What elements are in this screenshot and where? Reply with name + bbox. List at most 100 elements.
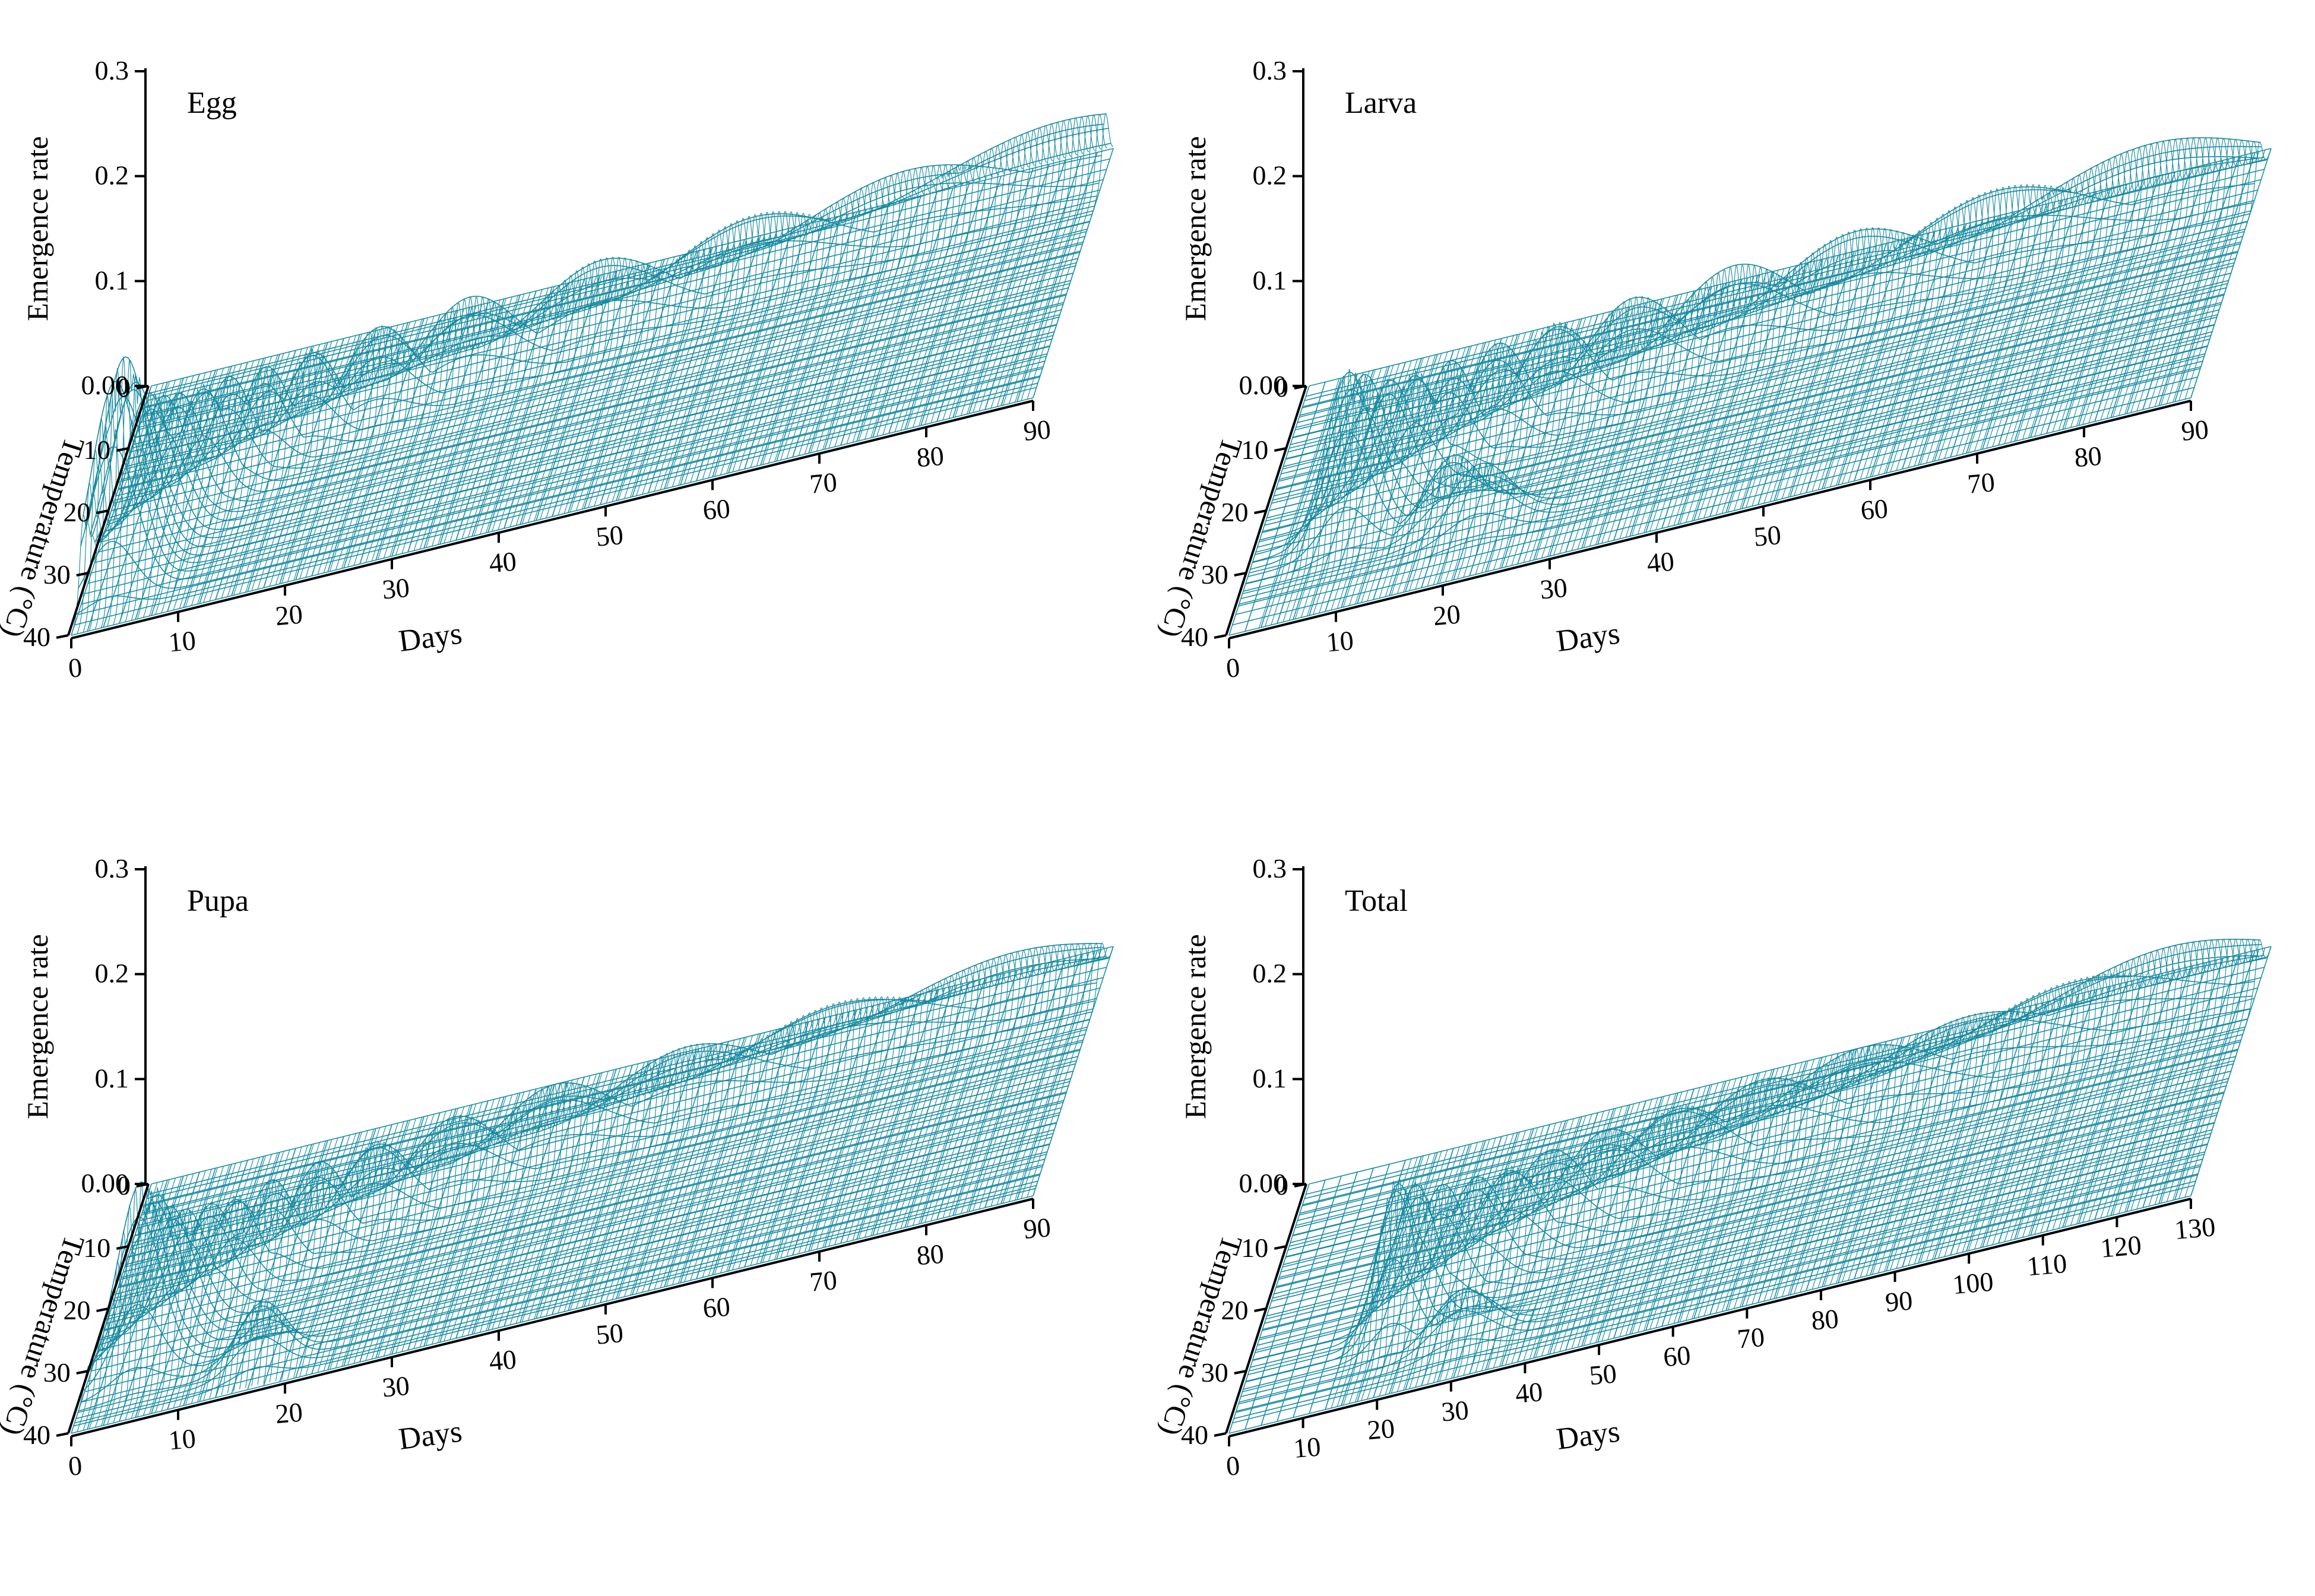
- surface-curve: [1938, 1008, 2019, 1259]
- day-tick-label: 80: [2073, 441, 2103, 473]
- surface-curve: [786, 999, 867, 1257]
- surface-curve: [1781, 1047, 1863, 1297]
- surface-curve: [1733, 1059, 1815, 1309]
- day-tick-label: 60: [702, 1291, 731, 1324]
- surface-curve: [834, 995, 916, 1245]
- z-tick-label: 0.00: [1239, 1168, 1287, 1198]
- surface-curve: [1396, 1142, 1478, 1392]
- surface-curve: [1692, 264, 1773, 521]
- surface-curve: [509, 1075, 591, 1325]
- surface-curve: [750, 211, 831, 468]
- temperature-tick: [1214, 634, 1227, 639]
- surface-curve: [2028, 165, 2110, 438]
- z-axis-title: Emergence rate: [21, 934, 54, 1119]
- surface-curve: [1421, 338, 1502, 588]
- surface-curve: [2166, 139, 2248, 404]
- surface-curve: [816, 178, 897, 452]
- surface-curve: [167, 1160, 248, 1410]
- surface-curve: [714, 211, 795, 477]
- surface-curve: [1601, 1091, 1683, 1342]
- surface-curve: [1980, 185, 2061, 450]
- surface-curve: [1679, 1072, 1760, 1322]
- surface-curve: [492, 1079, 573, 1330]
- surface-curve: [696, 1029, 777, 1280]
- surface-curve: [2112, 943, 2193, 1215]
- surface-curve: [666, 1037, 747, 1287]
- surface-curve: [1631, 286, 1712, 536]
- surface-curve: [2166, 938, 2248, 1202]
- surface-curve: [2028, 974, 2110, 1236]
- surface-curve: [900, 967, 981, 1229]
- surface-curve: [1337, 1157, 1418, 1407]
- day-tick-label: 30: [381, 572, 411, 605]
- surface-curve: [582, 259, 663, 509]
- surface-curve: [71, 385, 152, 636]
- day-tick-label: 20: [1432, 598, 1462, 631]
- surface-curve: [960, 948, 1042, 1214]
- day-tick-label: 60: [702, 493, 731, 526]
- surface-curve: [1403, 343, 1484, 593]
- surface-curve: [1002, 118, 1084, 406]
- surface-curve: [2136, 137, 2218, 411]
- surface-curve: [353, 316, 435, 566]
- surface-curve: [1974, 992, 2056, 1250]
- temperature-tick: [76, 1370, 89, 1375]
- day-tick-label: 0: [67, 1450, 83, 1481]
- surface-curve: [612, 252, 693, 502]
- surface-curve: [654, 1040, 735, 1290]
- surface-curve: [575, 260, 657, 511]
- surface-curve: [702, 212, 783, 480]
- surface-curve: [281, 1132, 362, 1380]
- surface-curve: [209, 352, 290, 601]
- surface-curve: [600, 1053, 681, 1303]
- surface-curve: [1950, 185, 2031, 458]
- surface-curve: [1385, 1145, 1466, 1395]
- surface-curve: [407, 1100, 489, 1351]
- surface-curve: [1529, 1109, 1610, 1360]
- surface-curve: [215, 1148, 296, 1397]
- surface-curve: [2070, 956, 2152, 1226]
- surface-curve: [1277, 373, 1358, 624]
- surface-curve: [371, 1109, 452, 1360]
- z-tick-label: 0.00: [81, 1168, 129, 1198]
- surface-curve: [2148, 138, 2230, 408]
- day-axis-title: Days: [397, 616, 464, 658]
- surface-curve: [1806, 227, 1887, 493]
- surface-curve: [269, 337, 350, 587]
- surface-curve: [521, 1072, 603, 1322]
- surface-curve: [341, 1117, 423, 1367]
- day-tick-label: 50: [1588, 1358, 1618, 1391]
- day-tick-label: 0: [1225, 1450, 1241, 1481]
- surface-curve: [1956, 184, 2037, 456]
- surface-curve: [546, 257, 627, 518]
- z-tick-label: 0.3: [95, 853, 129, 884]
- surface-curve: [425, 297, 506, 548]
- surface-curve: [515, 270, 597, 526]
- surface-curve: [1703, 267, 1785, 518]
- surface-curve: [882, 974, 964, 1233]
- surface-curve: [215, 350, 296, 600]
- surface-curve: [275, 1133, 356, 1382]
- surface-curve: [377, 310, 458, 560]
- day-tick-label: 90: [1022, 1212, 1052, 1244]
- temperature-tick: [1254, 509, 1266, 514]
- surface-curve: [1812, 227, 1893, 492]
- surface-curve: [2100, 140, 2181, 420]
- surface-curve: [1457, 1127, 1538, 1378]
- axes: [1214, 68, 2192, 648]
- surface-curve: [1313, 365, 1394, 615]
- surface-curve: [1348, 356, 1430, 606]
- surface-curve: [1884, 1022, 1965, 1272]
- surface-curve: [1463, 1126, 1544, 1376]
- surface-curve: [708, 1026, 789, 1277]
- surface-curve: [1367, 1150, 1448, 1399]
- surface-curve: [756, 208, 837, 467]
- surface-curve: [88, 381, 170, 631]
- surface-curve: [690, 214, 771, 483]
- temperature-tick: [1254, 1307, 1266, 1312]
- surface-curve: [1547, 1105, 1629, 1355]
- surface-curve: [395, 305, 477, 556]
- temperature-tick-label: 10: [1241, 1233, 1268, 1263]
- temperature-tick: [76, 572, 89, 577]
- surface-curve: [444, 293, 525, 544]
